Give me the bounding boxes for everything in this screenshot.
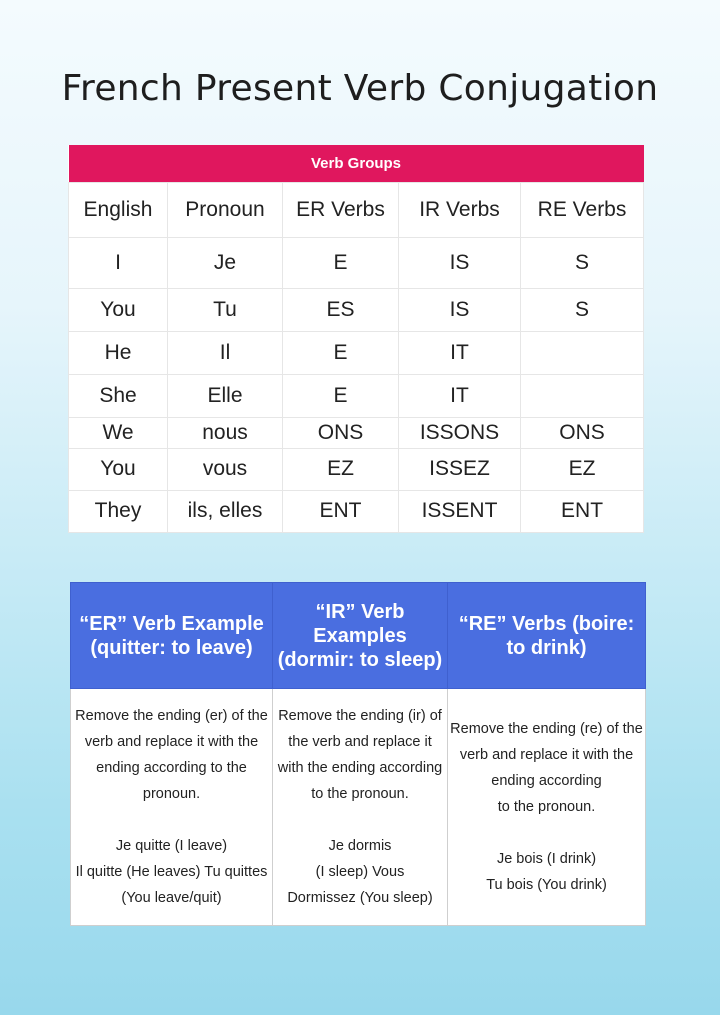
table-row: You Tu ES IS S [68, 287, 645, 332]
examples-header-row: “ER” Verb Example (quitter: to leave) “I… [70, 582, 646, 689]
table-cell: ISSONS [398, 416, 521, 449]
table-cell: ISSEZ [398, 447, 521, 491]
table-cell: We [68, 416, 168, 449]
column-header: IR Verbs [398, 181, 521, 238]
table-cell: ES [282, 287, 399, 332]
ir-example-cell: Remove the ending (ir) of the verb and r… [272, 688, 448, 926]
table-cell: S [519, 236, 645, 289]
table-row: They ils, elles ENT ISSENT ENT [68, 489, 645, 533]
table-cell: ENT [282, 489, 399, 533]
table-cell: E [282, 330, 399, 375]
table-row: He Il E IT [68, 330, 645, 375]
table-cell: EZ [519, 447, 645, 491]
re-example-cell: Remove the ending (re) of the verb and r… [447, 688, 646, 926]
table-row: We nous ONS ISSONS ONS [68, 416, 645, 449]
column-header: English [68, 181, 168, 238]
table-cell: EZ [282, 447, 399, 491]
er-example-header: “ER” Verb Example (quitter: to leave) [70, 582, 273, 689]
column-header: Pronoun [167, 181, 283, 238]
examples-table: “ER” Verb Example (quitter: to leave) “I… [70, 582, 646, 926]
table-cell: ils, elles [167, 489, 283, 533]
verb-groups-header: Verb Groups [68, 145, 644, 182]
table-cell: Il [167, 330, 283, 375]
table-cell: IT [398, 330, 521, 375]
table-cell: E [282, 236, 399, 289]
ir-example-header: “IR” Verb Examples (dormir: to sleep) [272, 582, 448, 689]
table-cell: He [68, 330, 168, 375]
table-cell: IT [398, 373, 521, 418]
conjugation-table: Verb Groups English Pronoun ER Verbs IR … [68, 145, 645, 533]
table-cell: Tu [167, 287, 283, 332]
er-example-cell: Remove the ending (er) of the verb and r… [70, 688, 273, 926]
table-row: She Elle E IT [68, 373, 645, 418]
examples-body-row: Remove the ending (er) of the verb and r… [70, 688, 646, 926]
re-example-header: “RE” Verbs (boire: to drink) [447, 582, 646, 689]
column-header: ER Verbs [282, 181, 399, 238]
table-cell: S [519, 287, 645, 332]
page-title: French Present Verb Conjugation [61, 68, 659, 109]
table-cell [519, 330, 645, 375]
table-cell: You [68, 447, 168, 491]
table-cell: You [68, 287, 168, 332]
table-cell: Elle [167, 373, 283, 418]
table-row: I Je E IS S [68, 236, 645, 289]
table-cell [519, 373, 645, 418]
column-header-row: English Pronoun ER Verbs IR Verbs RE Ver… [68, 181, 645, 238]
table-cell: Je [167, 236, 283, 289]
table-cell: ONS [519, 416, 645, 449]
table-cell: ONS [282, 416, 399, 449]
table-cell: IS [398, 287, 521, 332]
table-cell: E [282, 373, 399, 418]
table-cell: She [68, 373, 168, 418]
table-cell: ENT [519, 489, 645, 533]
table-row: You vous EZ ISSEZ EZ [68, 447, 645, 491]
column-header: RE Verbs [519, 181, 645, 238]
table-cell: vous [167, 447, 283, 491]
table-cell: nous [167, 416, 283, 449]
table-cell: IS [398, 236, 521, 289]
table-cell: They [68, 489, 168, 533]
table-cell: I [68, 236, 168, 289]
table-cell: ISSENT [398, 489, 521, 533]
